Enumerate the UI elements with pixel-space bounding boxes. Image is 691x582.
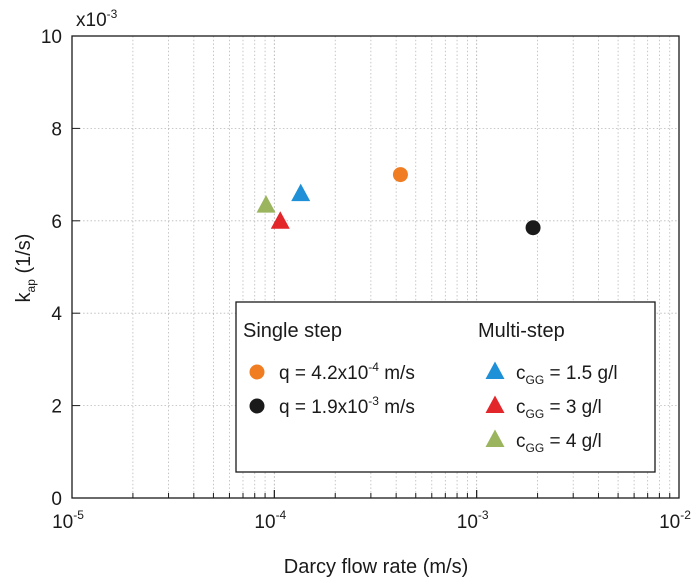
- axis-ticks: [71, 35, 680, 499]
- legend-label: cGG = 1.5 g/l: [516, 363, 618, 387]
- legend-box: [235, 301, 656, 473]
- x-tick-label: 10-2: [659, 508, 691, 533]
- y-tick-label: 0: [51, 489, 62, 510]
- y-axis-title: kap (1/s): [13, 234, 38, 303]
- triangle-point: [291, 183, 311, 202]
- triangle-point: [256, 195, 276, 213]
- legend-triangle-marker: [485, 429, 505, 447]
- y-tick-label: 6: [51, 212, 62, 233]
- triangle-point: [270, 211, 290, 229]
- legend-triangle-marker: [485, 395, 505, 413]
- x-tick-label: 10-5: [52, 508, 84, 533]
- legend-triangle-marker: [485, 361, 505, 379]
- legend-group-title: Multi-step: [478, 320, 565, 342]
- y-axis-multiplier: x10-3: [76, 7, 118, 31]
- legend-group-title: Single step: [243, 320, 342, 342]
- y-tick-label: 10: [41, 27, 62, 48]
- plot-frame: [71, 35, 680, 499]
- x-tick-label: 10-4: [254, 508, 286, 533]
- legend-label: q = 4.2x10-4 m/s: [279, 360, 415, 384]
- legend: Single step q = 4.2x10-4 m/s q = 1.9x10-3 …: [235, 301, 656, 473]
- y-tick-label: 4: [51, 304, 62, 325]
- tick-labels: 0 2 4 6 8 10 10-5 10-4 10-3 10-2: [41, 27, 691, 533]
- circle-point: [392, 167, 408, 183]
- legend-label: cGG = 3 g/l: [516, 397, 602, 421]
- legend-circle-marker: [249, 364, 265, 380]
- y-tick-label: 2: [51, 397, 62, 418]
- x-tick-label: 10-3: [457, 508, 489, 533]
- legend-label: q = 1.9x10-3 m/s: [279, 394, 415, 418]
- x-axis-title: Darcy flow rate (m/s): [284, 556, 468, 578]
- data-points: [256, 167, 541, 236]
- legend-entries: Single step q = 4.2x10-4 m/s q = 1.9x10-3 …: [243, 320, 618, 455]
- circle-point: [525, 220, 541, 236]
- y-tick-label: 8: [51, 119, 62, 140]
- legend-circle-marker: [249, 398, 265, 414]
- legend-label: cGG = 4 g/l: [516, 431, 602, 455]
